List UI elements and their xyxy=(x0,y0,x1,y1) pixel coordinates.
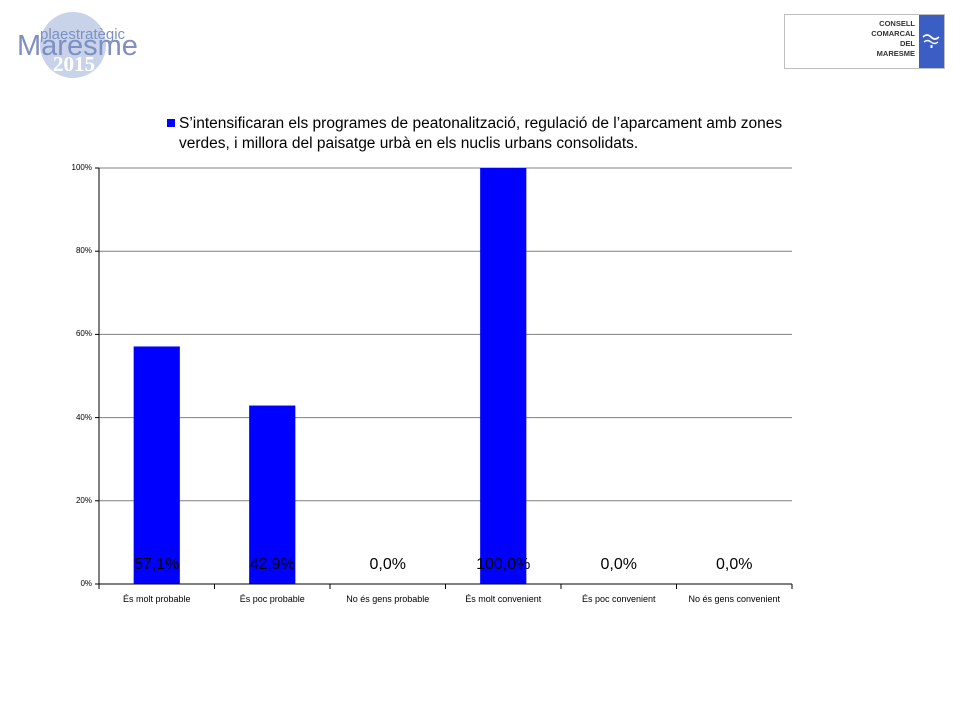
logo-right-line: COMARCAL xyxy=(871,29,915,38)
x-tick-label: No és gens probable xyxy=(346,594,430,604)
wave-emblem-icon xyxy=(922,34,940,48)
y-tick-label: 60% xyxy=(75,329,92,339)
bar xyxy=(480,168,527,584)
logo-right-line: MARESME xyxy=(876,49,915,58)
y-tick-label: 20% xyxy=(75,495,92,505)
legend-swatch xyxy=(167,119,175,127)
x-tick-label: No és gens convenient xyxy=(688,594,781,604)
x-tick-label: És molt probable xyxy=(122,594,191,604)
y-tick-label: 0% xyxy=(80,579,92,588)
data-label: 57,1% xyxy=(134,556,180,573)
legend-label: S’intensificaran els programes de peaton… xyxy=(179,115,783,152)
logo-main-text: Maresme xyxy=(17,30,138,62)
consell-comarcal-logo: CONSELL COMARCAL DEL MARESME xyxy=(784,14,945,69)
logo-circle xyxy=(40,12,106,78)
data-label: 42,9% xyxy=(249,556,295,573)
bar xyxy=(133,346,180,584)
x-tick-label: És poc convenient xyxy=(581,594,656,604)
logo-right-text: CONSELL COMARCAL DEL MARESME xyxy=(819,19,915,59)
bar xyxy=(249,405,296,584)
x-tick-label: És poc probable xyxy=(239,594,305,604)
data-label: 0,0% xyxy=(600,556,637,573)
plaestrategic-logo: plaestratègic Maresme 2015 xyxy=(15,12,140,82)
y-tick-label: 80% xyxy=(75,246,92,256)
data-label: 100,0% xyxy=(476,556,531,573)
logo-emblem xyxy=(919,15,944,68)
logo-top-text: plaestratègic xyxy=(40,26,126,43)
y-tick-label: 100% xyxy=(71,163,92,172)
logo-right-line: CONSELL xyxy=(879,19,915,28)
x-tick-label: És molt convenient xyxy=(465,594,542,604)
logo-right-line: DEL xyxy=(900,39,915,48)
data-label: 0,0% xyxy=(716,556,753,573)
y-tick-label: 40% xyxy=(75,412,92,422)
data-label: 0,0% xyxy=(369,556,406,573)
logo-year: 2015 xyxy=(53,52,95,76)
